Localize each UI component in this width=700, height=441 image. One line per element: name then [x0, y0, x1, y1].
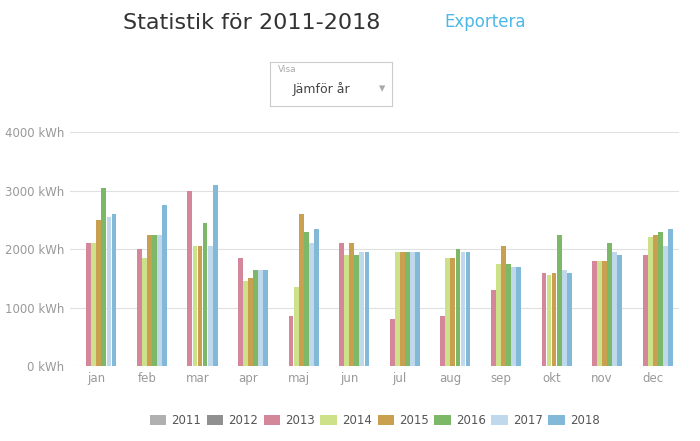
Bar — [517, 267, 521, 366]
Bar — [440, 316, 445, 366]
Text: Jämför år: Jämför år — [292, 82, 350, 96]
Bar — [253, 269, 258, 366]
Bar — [608, 243, 612, 366]
Text: Visa: Visa — [278, 65, 297, 74]
Bar — [102, 188, 106, 366]
Bar — [592, 261, 597, 366]
Bar — [395, 252, 400, 366]
Bar — [97, 220, 102, 366]
Bar — [354, 255, 359, 366]
Bar — [567, 273, 572, 366]
Text: Statistik för 2011-2018: Statistik för 2011-2018 — [123, 13, 381, 33]
Bar — [299, 214, 304, 366]
Bar — [617, 255, 622, 366]
Bar — [668, 229, 673, 366]
Bar — [496, 264, 500, 366]
Bar — [501, 246, 506, 366]
Bar — [456, 249, 461, 366]
Bar — [360, 252, 364, 366]
Bar — [511, 267, 516, 366]
Bar — [157, 235, 162, 366]
Bar — [344, 255, 349, 366]
Bar — [445, 258, 450, 366]
Bar — [92, 243, 96, 366]
Bar — [258, 269, 263, 366]
Bar — [506, 264, 511, 366]
Bar — [410, 252, 415, 366]
Bar — [193, 246, 197, 366]
Bar — [547, 276, 552, 366]
Bar — [106, 217, 111, 366]
Bar — [314, 229, 318, 366]
Bar — [653, 235, 657, 366]
Bar — [142, 258, 147, 366]
Bar — [147, 235, 152, 366]
Bar — [111, 214, 116, 366]
Bar — [562, 269, 566, 366]
Bar — [263, 269, 268, 366]
Bar — [466, 252, 470, 366]
Bar — [390, 319, 395, 366]
Bar — [188, 191, 193, 366]
Bar — [243, 281, 248, 366]
Bar — [309, 243, 314, 366]
Bar — [294, 287, 298, 366]
Bar — [461, 252, 466, 366]
Text: ▾: ▾ — [379, 82, 386, 96]
Bar — [451, 258, 455, 366]
Bar — [552, 273, 556, 366]
Bar — [491, 290, 496, 366]
Bar — [238, 258, 243, 366]
Legend: 2011, 2012, 2013, 2014, 2015, 2016, 2017, 2018: 2011, 2012, 2013, 2014, 2015, 2016, 2017… — [150, 414, 599, 427]
Bar — [612, 252, 617, 366]
Bar — [648, 237, 652, 366]
Bar — [602, 261, 607, 366]
Bar — [415, 252, 420, 366]
Bar — [340, 243, 344, 366]
Bar — [658, 232, 663, 366]
Bar — [162, 206, 167, 366]
Bar — [556, 235, 561, 366]
Bar — [248, 278, 253, 366]
Bar — [288, 316, 293, 366]
Bar — [663, 246, 668, 366]
Bar — [365, 252, 370, 366]
Text: Exportera: Exportera — [444, 13, 526, 31]
Bar — [197, 246, 202, 366]
Bar — [137, 249, 141, 366]
Bar — [86, 243, 91, 366]
Bar — [597, 261, 602, 366]
Bar — [400, 252, 405, 366]
Bar — [152, 235, 157, 366]
Bar — [542, 273, 547, 366]
Bar — [643, 255, 648, 366]
Bar — [202, 223, 207, 366]
Bar — [405, 252, 409, 366]
Bar — [349, 243, 354, 366]
Bar — [208, 246, 213, 366]
Bar — [213, 185, 218, 366]
Bar — [304, 232, 309, 366]
